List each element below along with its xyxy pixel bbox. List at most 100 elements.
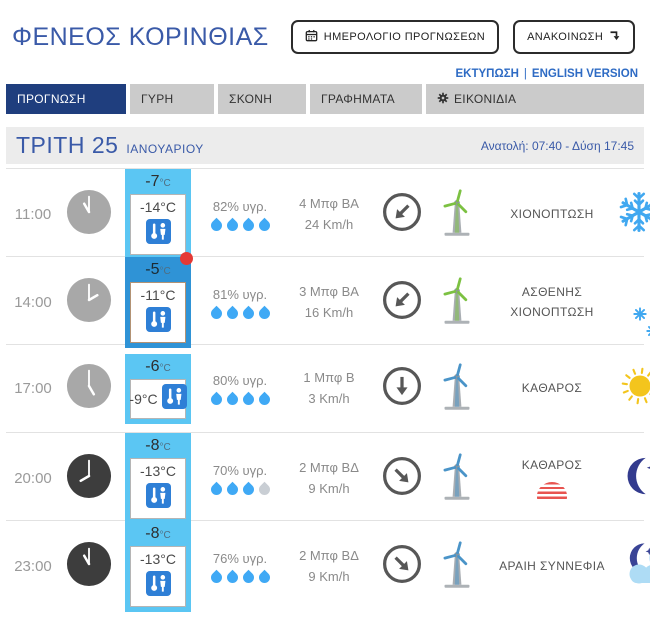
wind-direction-arrow-icon — [381, 543, 423, 590]
feels-like-value: -13°C — [140, 551, 176, 567]
wind-speed: 3 Km/h — [308, 390, 350, 406]
forecast-row: 17:00 -6°C -9°C 80% υγρ. 1 Μπφ Β 3 Km/h … — [6, 344, 650, 432]
humidity-value: 81% υγρ. — [212, 286, 268, 302]
humidity-drop-icon — [240, 217, 256, 233]
temperature-box[interactable]: -8°C -13°C — [125, 521, 191, 612]
humidity-drop-icon — [208, 481, 224, 497]
tab-icons[interactable]: ΕΙΚΟΝΙΔΙΑ — [426, 84, 644, 114]
temperature-value: -8°C — [145, 437, 171, 454]
wind-speed: 24 Km/h — [304, 216, 354, 232]
humidity-drop-icon — [240, 305, 256, 321]
humidity-drop-icon — [208, 217, 224, 233]
temperature-box[interactable]: -6°C -9°C — [125, 353, 191, 424]
english-version-link[interactable]: ENGLISH VERSION — [531, 68, 638, 80]
wind-turbine-icon — [434, 187, 480, 242]
humidity-value: 76% υγρ. — [212, 550, 268, 566]
wind-turbine-icon — [434, 451, 480, 506]
forecast-row: 23:00 -8°C -13°C 76% υγρ. 2 Μπφ ΒΔ 9 Km/… — [6, 520, 650, 612]
condition-text: ΑΣΘΕΝΗΣ ΧΙΟΝΟΠΤΩΣΗ — [510, 285, 594, 319]
feels-like-value: -13°C — [140, 463, 176, 479]
announcement-button[interactable]: ΑΝΑΚΟΙΝΩΣΗ — [513, 20, 636, 54]
humidity-drop-icon — [256, 305, 272, 321]
temperature-box[interactable]: -8°C -13°C — [125, 433, 191, 524]
condition-text: ΚΑΘΑΡΟΣ — [521, 457, 583, 472]
humidity-drop-icon — [256, 481, 272, 497]
humidity-drop-icon — [208, 305, 224, 321]
clock-icon — [66, 363, 112, 414]
time-label: 11:00 — [14, 206, 52, 223]
feels-like-box: -11°C — [130, 282, 186, 343]
humidity-drops-icon — [208, 569, 272, 585]
wind-beaufort: 2 Μπφ ΒΔ — [299, 548, 359, 564]
humidity-drop-icon — [240, 481, 256, 497]
tab-label: ΓΡΑΦΗΜΑΤΑ — [321, 92, 395, 106]
feels-like-value: -9°C — [129, 390, 158, 407]
feels-like-thermometer-icon — [161, 383, 187, 414]
link-separator: | — [523, 68, 527, 80]
header-buttons: ΗΜΕΡΟΛΟΓΙΟ ΠΡΟΓΝΩΣΕΩΝ ΑΝΑΚΟΙΝΩΣΗ — [290, 20, 636, 54]
feels-like-box: -13°C — [130, 546, 186, 607]
tab-bar: ΠΡΟΓΝΩΣΗ ΓΥΡΗ ΣΚΟΝΗ ΓΡΑΦΗΜΑΤΑ ΕΙΚΟΝΙΔΙΑ — [6, 84, 644, 114]
time-label: 14:00 — [14, 294, 52, 311]
frost-icon — [537, 482, 567, 502]
humidity-drop-icon — [208, 391, 224, 407]
date-month: ΙΑΝΟΥΑΡΙΟΥ — [126, 142, 204, 156]
tab-label: ΕΙΚΟΝΙΔΙΑ — [454, 92, 517, 106]
print-link[interactable]: ΕΚΤΥΠΩΣΗ — [455, 68, 519, 80]
tab-label: ΣΚΟΝΗ — [229, 92, 273, 106]
temperature-value: -5°C — [145, 261, 171, 278]
humidity-drop-icon — [224, 391, 240, 407]
feels-like-value: -14°C — [140, 199, 176, 215]
temperature-value: -8°C — [145, 525, 171, 542]
weather-page: ΦΕΝΕΟΣ ΚΟΡΙΝΘΙΑΣ ΗΜΕΡΟΛΟΓΙΟ ΠΡΟΓΝΩΣΕΩΝ Α… — [0, 20, 650, 612]
weather-icon — [618, 191, 650, 238]
tab-charts[interactable]: ΓΡΑΦΗΜΑΤΑ — [310, 84, 422, 114]
temperature-value: -7°C — [145, 173, 171, 190]
wind-turbine-icon — [434, 539, 480, 594]
feels-like-box: -9°C — [129, 378, 187, 419]
wind-direction-arrow-icon — [381, 365, 423, 412]
wind-direction-arrow-icon — [381, 455, 423, 502]
time-label: 20:00 — [14, 470, 52, 487]
clock-icon — [66, 277, 112, 328]
wind-speed: 9 Km/h — [308, 568, 350, 584]
tab-dust[interactable]: ΣΚΟΝΗ — [218, 84, 306, 114]
weather-icon — [618, 364, 650, 413]
humidity-drop-icon — [208, 569, 224, 585]
humidity-drops-icon — [208, 481, 272, 497]
wind-speed: 16 Km/h — [304, 304, 354, 320]
temperature-box[interactable]: -5°C -11°C — [125, 252, 193, 348]
page-header: ΦΕΝΕΟΣ ΚΟΡΙΝΘΙΑΣ ΗΜΕΡΟΛΟΓΙΟ ΠΡΟΓΝΩΣΕΩΝ Α… — [6, 20, 644, 54]
wind-beaufort: 4 Μπφ ΒΑ — [299, 196, 359, 212]
humidity-drop-icon — [240, 569, 256, 585]
clock-icon — [66, 453, 112, 504]
temperature-box[interactable]: -7°C -14°C — [125, 169, 191, 260]
clock-icon — [66, 541, 112, 592]
forecast-calendar-button[interactable]: ΗΜΕΡΟΛΟΓΙΟ ΠΡΟΓΝΩΣΕΩΝ — [290, 20, 500, 54]
corner-down-arrow-icon — [609, 30, 621, 45]
forecast-row: 14:00 -5°C -11°C 81% υγρ. 3 Μπφ ΒΑ 16 Km… — [6, 252, 650, 348]
feels-like-box: -14°C — [130, 194, 186, 255]
humidity-drop-icon — [224, 217, 240, 233]
tab-forecast[interactable]: ΠΡΟΓΝΩΣΗ — [6, 84, 126, 114]
weather-icon — [618, 541, 650, 592]
humidity-drop-icon — [256, 217, 272, 233]
humidity-drops-icon — [208, 217, 272, 233]
tab-pollen[interactable]: ΓΥΡΗ — [130, 84, 214, 114]
calendar-icon — [305, 29, 318, 45]
wind-direction-arrow-icon — [381, 279, 423, 326]
humidity-drop-icon — [224, 481, 240, 497]
humidity-drop-icon — [224, 569, 240, 585]
condition-text: ΑΡΑΙΗ ΣΥΝΝΕΦΙΑ — [499, 558, 605, 573]
forecast-calendar-label: ΗΜΕΡΟΛΟΓΙΟ ΠΡΟΓΝΩΣΕΩΝ — [323, 31, 486, 43]
wind-speed: 9 Km/h — [308, 480, 350, 496]
wind-turbine-icon — [434, 275, 480, 330]
forecast-row: 11:00 -7°C -14°C 82% υγρ. 4 Μπφ ΒΑ 24 Km… — [6, 168, 650, 260]
humidity-value: 70% υγρ. — [212, 462, 268, 478]
tab-label: ΓΥΡΗ — [141, 92, 174, 106]
wind-beaufort: 2 Μπφ ΒΔ — [299, 460, 359, 476]
current-time-dot — [180, 252, 193, 265]
temperature-value: -6°C — [145, 357, 171, 375]
humidity-value: 82% υγρ. — [212, 198, 268, 214]
time-label: 23:00 — [14, 558, 52, 575]
